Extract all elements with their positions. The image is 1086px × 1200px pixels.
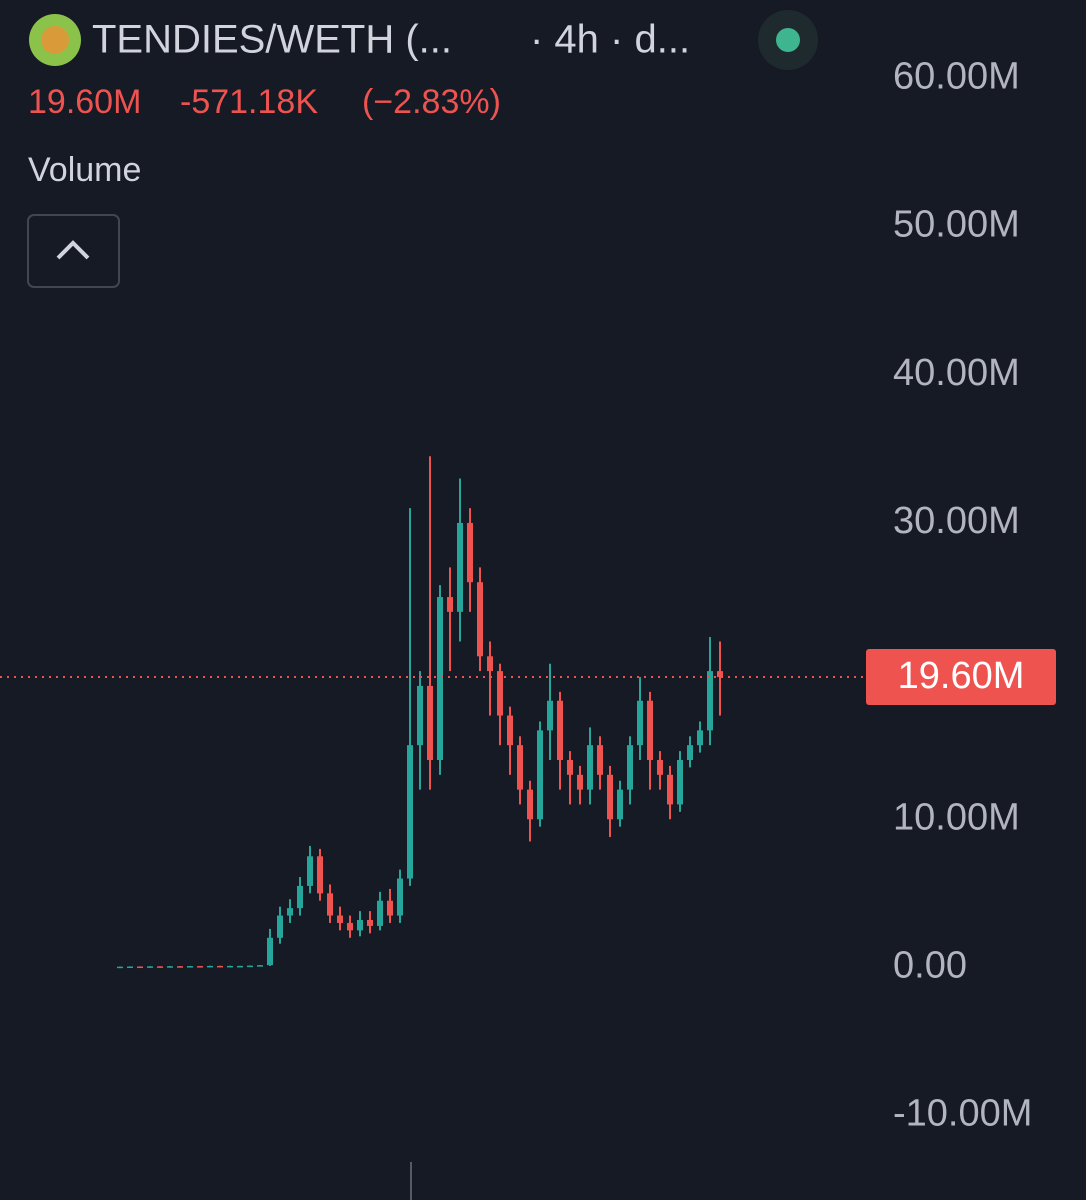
- status-dot: [776, 28, 800, 52]
- candle-body: [217, 965, 223, 968]
- candle-body: [487, 656, 493, 672]
- pair-title: TENDIES/WETH (...: [92, 18, 452, 62]
- candle-body: [597, 745, 603, 775]
- y-tick-label: 0.00: [893, 944, 967, 986]
- candle-body: [377, 900, 383, 926]
- candle-body: [237, 965, 243, 968]
- candle-body: [517, 745, 523, 790]
- y-tick-label: 50.00M: [893, 204, 1020, 246]
- last-price-label: 19.60M: [898, 655, 1025, 697]
- candle-body: [367, 920, 373, 926]
- candle-body: [387, 900, 393, 916]
- candle-body: [527, 789, 533, 820]
- candle-body: [547, 700, 553, 731]
- candle-body: [117, 966, 123, 969]
- candle-body: [497, 671, 503, 716]
- y-tick-label: 60.00M: [893, 56, 1020, 98]
- candle-body: [287, 908, 293, 916]
- candle-body: [637, 700, 643, 746]
- candle-body: [187, 966, 193, 968]
- candle-body: [687, 745, 693, 760]
- candle-body: [567, 760, 573, 775]
- indicator-label: Volume: [28, 151, 141, 189]
- candle-body: [347, 922, 353, 931]
- last-price-box: [866, 649, 1056, 706]
- change: -571.18K: [180, 83, 318, 121]
- candle-body: [557, 700, 563, 760]
- interval: · 4h · d...: [530, 18, 690, 62]
- candle-body: [607, 774, 613, 820]
- candle-body: [137, 966, 143, 969]
- candle-body: [477, 582, 483, 657]
- candle-body: [417, 685, 423, 746]
- candle-body: [317, 856, 323, 894]
- chevron: [56, 240, 90, 260]
- candle-body: [177, 966, 183, 968]
- price: 19.60M: [28, 83, 141, 121]
- candle-body: [647, 700, 653, 760]
- change-pct: (−2.83%): [362, 83, 501, 121]
- candle-body: [407, 745, 413, 879]
- candle-body: [397, 878, 403, 916]
- candle-body: [307, 856, 313, 886]
- candle-body: [657, 760, 663, 775]
- candle-body: [677, 760, 683, 805]
- candle-body: [297, 885, 303, 909]
- candle-body: [537, 730, 543, 820]
- candle-body: [157, 966, 163, 968]
- candle-body: [337, 915, 343, 923]
- candle-body: [327, 893, 333, 916]
- candle-body: [627, 745, 633, 790]
- candle-body: [147, 966, 153, 968]
- candle-body: [247, 965, 253, 968]
- y-tick-label: 30.00M: [893, 500, 1020, 542]
- candle-body: [697, 730, 703, 746]
- y-tick-label: 10.00M: [893, 796, 1020, 838]
- candle-body: [127, 966, 133, 969]
- candle-body: [587, 745, 593, 790]
- y-tick-label: -10.00M: [893, 1093, 1032, 1135]
- candle-body: [457, 522, 463, 612]
- candle-body: [427, 685, 433, 760]
- token-icon-inner: [41, 26, 69, 54]
- candle-body: [667, 774, 673, 805]
- candle-body: [507, 715, 513, 746]
- candle-body: [577, 774, 583, 790]
- candle-body: [227, 965, 233, 968]
- candle-body: [467, 522, 473, 583]
- candle-body: [277, 915, 283, 938]
- candle-body: [717, 671, 723, 678]
- candle-body: [267, 937, 273, 966]
- candle-body: [197, 966, 203, 968]
- candle-body: [167, 966, 173, 968]
- candle-body: [207, 965, 213, 968]
- candle-body: [447, 597, 453, 612]
- candle-body: [257, 965, 263, 967]
- candle-body: [617, 789, 623, 820]
- candle-body: [707, 671, 713, 731]
- candle-body: [437, 597, 443, 760]
- candle-body: [357, 920, 363, 931]
- y-tick-label: 40.00M: [893, 352, 1020, 394]
- collapse-button[interactable]: [27, 214, 120, 288]
